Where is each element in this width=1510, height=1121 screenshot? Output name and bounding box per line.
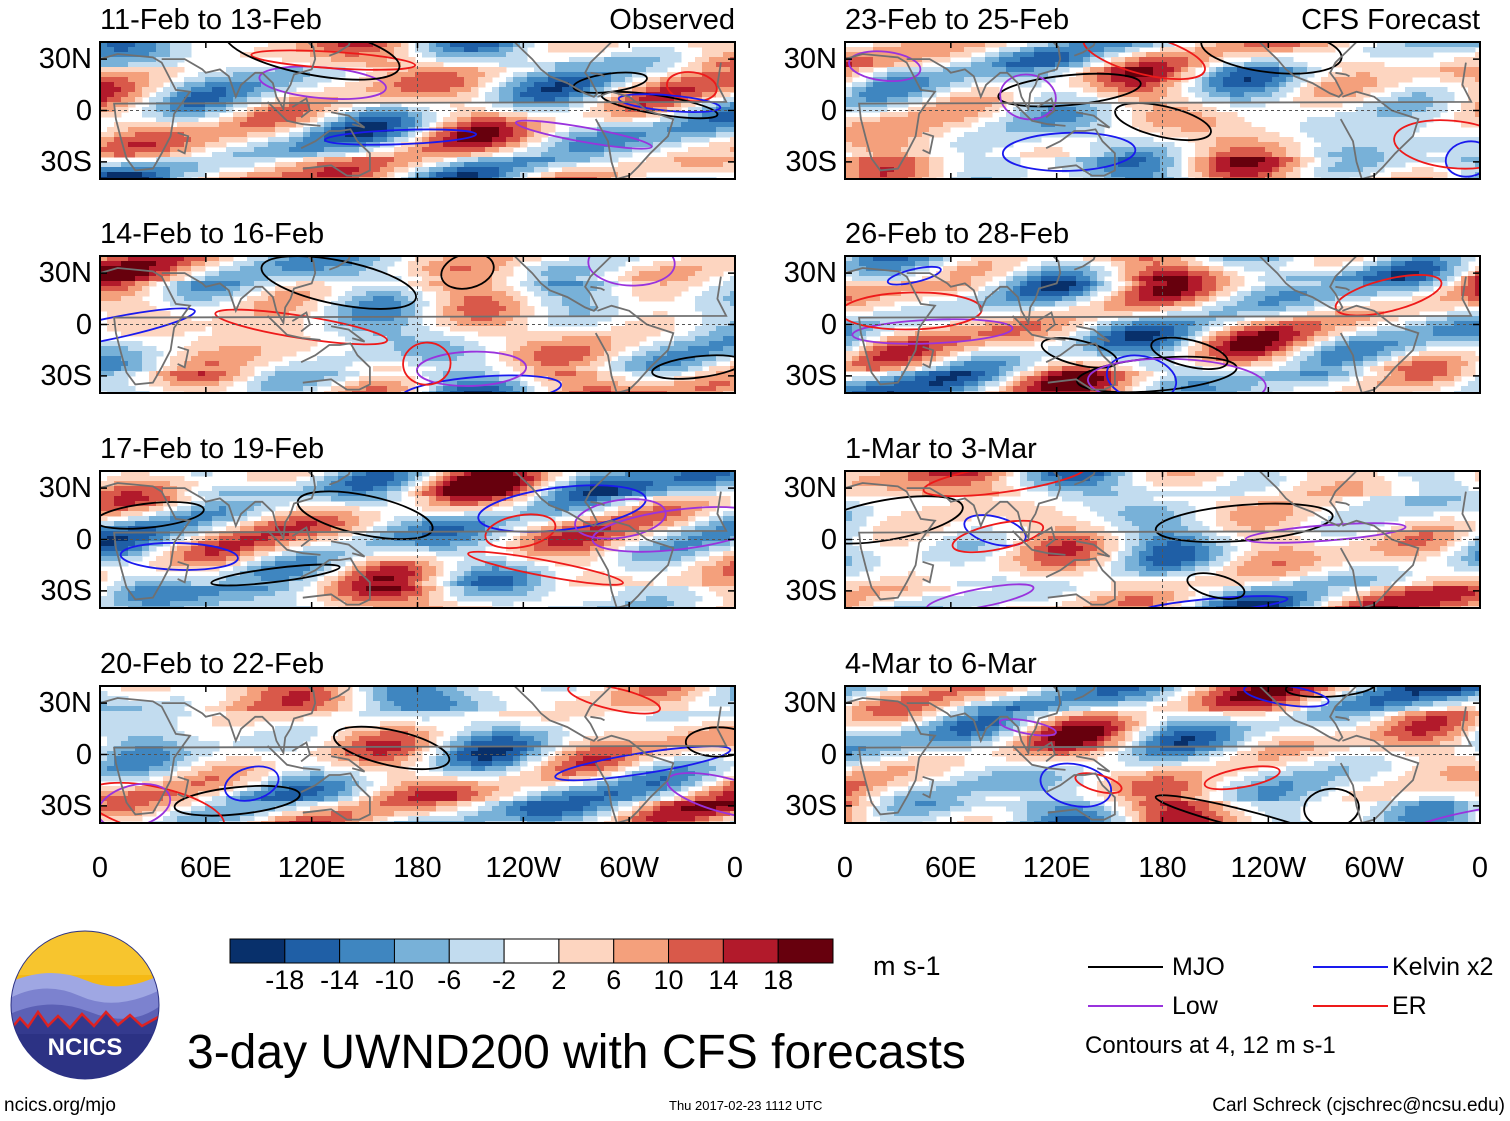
map-panel-obs1 bbox=[99, 41, 736, 180]
y-tick-label: 30N bbox=[38, 472, 92, 505]
y-tick-label: 0 bbox=[75, 738, 92, 771]
y-tick-label: 0 bbox=[75, 523, 92, 556]
map-panel-obs4 bbox=[99, 685, 736, 824]
x-tick-label: 0 bbox=[91, 852, 109, 884]
colorbar-bin bbox=[229, 938, 286, 964]
colorbar-bin bbox=[722, 938, 779, 964]
colorbar-label: 10 bbox=[653, 965, 684, 995]
y-tick-label: 30S bbox=[40, 145, 92, 178]
legend-swatch bbox=[1313, 966, 1388, 968]
map-panel-obs3 bbox=[99, 470, 736, 609]
y-tick-label: 30S bbox=[40, 359, 92, 392]
colorbar-bin bbox=[393, 938, 450, 964]
y-tick-label: 0 bbox=[820, 523, 837, 556]
colorbar-label: -18 bbox=[265, 965, 305, 995]
legend-label: Low bbox=[1172, 992, 1218, 1020]
colorbar bbox=[229, 938, 834, 964]
map-panel-fc4 bbox=[844, 685, 1481, 824]
colorbar-label: 18 bbox=[763, 965, 794, 995]
x-tick-label: 180 bbox=[393, 852, 442, 884]
panel-title-fc3: 1-Mar to 3-Mar bbox=[845, 433, 1037, 465]
colorbar-label: -6 bbox=[437, 965, 462, 995]
y-tick-label: 30S bbox=[785, 574, 837, 607]
colorbar-label: 14 bbox=[708, 965, 739, 995]
x-tick-label: 60W bbox=[1344, 852, 1404, 884]
colorbar-units: m s-1 bbox=[873, 951, 941, 981]
y-tick-label: 30N bbox=[38, 687, 92, 720]
colorbar-bin bbox=[284, 938, 341, 964]
panel-title-obs1: 11-Feb to 13-Feb bbox=[100, 4, 322, 36]
colorbar-bin bbox=[777, 938, 834, 964]
map-panel-fc3 bbox=[844, 470, 1481, 609]
panel-tag-fc1: CFS Forecast bbox=[1301, 4, 1480, 36]
y-tick-label: 30N bbox=[783, 257, 837, 290]
colorbar-label: 6 bbox=[606, 965, 622, 995]
y-tick-label: 0 bbox=[820, 738, 837, 771]
legend-label: ER bbox=[1392, 992, 1427, 1020]
author-credit: Carl Schreck (cjschrec@ncsu.edu) bbox=[1212, 1095, 1505, 1116]
x-tick-label: 120W bbox=[485, 852, 562, 884]
x-tick-label: 0 bbox=[1471, 852, 1489, 884]
chart-title: 3-day UWND200 with CFS forecasts bbox=[187, 1026, 966, 1079]
y-tick-label: 0 bbox=[75, 308, 92, 341]
y-tick-label: 30S bbox=[785, 359, 837, 392]
panel-title-fc2: 26-Feb to 28-Feb bbox=[845, 218, 1070, 250]
x-tick-label: 60E bbox=[180, 852, 232, 884]
map-panel-fc2 bbox=[844, 255, 1481, 394]
x-tick-label: 60E bbox=[925, 852, 977, 884]
panel-title-fc1: 23-Feb to 25-Feb bbox=[845, 4, 1070, 36]
y-tick-label: 0 bbox=[820, 308, 837, 341]
legend-swatch bbox=[1313, 1005, 1388, 1007]
x-tick-label: 180 bbox=[1138, 852, 1187, 884]
x-tick-label: 120E bbox=[277, 852, 346, 884]
colorbar-bin bbox=[448, 938, 505, 964]
colorbar-bin bbox=[613, 938, 670, 964]
timestamp: Thu 2017-02-23 1112 UTC bbox=[669, 1098, 823, 1113]
panel-tag-obs1: Observed bbox=[609, 4, 735, 36]
colorbar-bin bbox=[503, 938, 560, 964]
contour-note: Contours at 4, 12 m s-1 bbox=[1085, 1032, 1336, 1059]
website-link[interactable]: ncics.org/mjo bbox=[4, 1095, 116, 1116]
colorbar-label: -10 bbox=[374, 965, 414, 995]
legend-label: MJO bbox=[1172, 953, 1225, 981]
colorbar-label: -14 bbox=[320, 965, 360, 995]
panel-title-obs3: 17-Feb to 19-Feb bbox=[100, 433, 325, 465]
y-tick-label: 30N bbox=[783, 472, 837, 505]
y-tick-label: 30S bbox=[40, 789, 92, 822]
y-tick-label: 30S bbox=[785, 789, 837, 822]
ncics-logo-icon: NCICS bbox=[10, 930, 160, 1080]
y-tick-label: 0 bbox=[75, 94, 92, 127]
map-panel-obs2 bbox=[99, 255, 736, 394]
panel-title-obs4: 20-Feb to 22-Feb bbox=[100, 648, 325, 680]
colorbar-label: 2 bbox=[551, 965, 567, 995]
x-tick-label: 120E bbox=[1022, 852, 1091, 884]
x-tick-label: 0 bbox=[726, 852, 744, 884]
colorbar-bin bbox=[339, 938, 395, 964]
y-tick-label: 30N bbox=[783, 687, 837, 720]
panel-title-obs2: 14-Feb to 16-Feb bbox=[100, 218, 325, 250]
y-tick-label: 30S bbox=[785, 145, 837, 178]
y-tick-label: 30N bbox=[783, 43, 837, 76]
y-tick-label: 0 bbox=[820, 94, 837, 127]
map-panel-fc1 bbox=[844, 41, 1481, 180]
colorbar-bin bbox=[558, 938, 615, 964]
panel-title-fc4: 4-Mar to 6-Mar bbox=[845, 648, 1037, 680]
legend-label: Kelvin x2 bbox=[1392, 953, 1494, 981]
y-tick-label: 30N bbox=[38, 257, 92, 290]
x-tick-label: 0 bbox=[836, 852, 854, 884]
y-tick-label: 30S bbox=[40, 574, 92, 607]
x-tick-label: 120W bbox=[1230, 852, 1307, 884]
x-tick-label: 60W bbox=[599, 852, 659, 884]
legend-swatch bbox=[1088, 966, 1163, 968]
y-tick-label: 30N bbox=[38, 43, 92, 76]
colorbar-label: -2 bbox=[492, 965, 517, 995]
colorbar-bin bbox=[668, 938, 724, 964]
legend-swatch bbox=[1088, 1005, 1163, 1007]
logo-text: NCICS bbox=[48, 1034, 123, 1061]
